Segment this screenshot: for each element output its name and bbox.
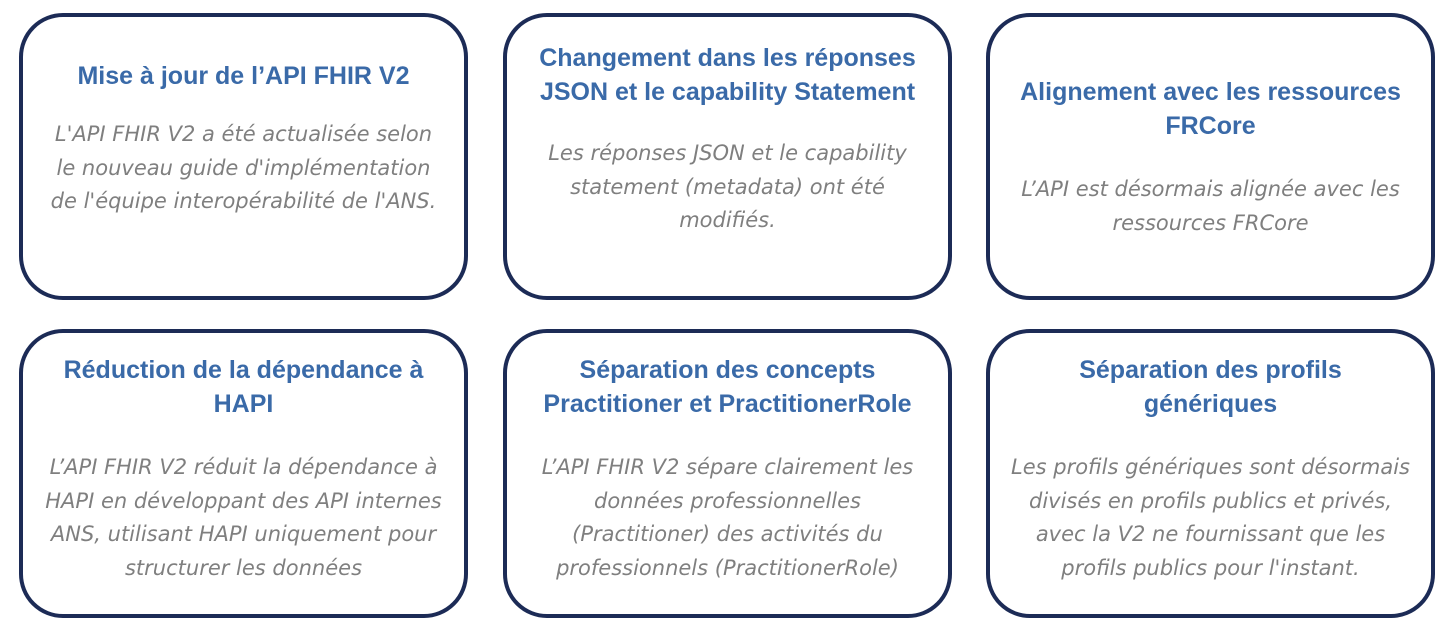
card-title: Séparation des profils génériques (1079, 356, 1342, 418)
card-body: L’API FHIR V2 réduit la dépendance à HAP… (45, 455, 442, 580)
card-frcore-alignment: Alignement avec les ressources FRCore L’… (986, 13, 1435, 300)
card-generic-profiles: Séparation des profils génériques Les pr… (986, 329, 1435, 618)
card-title: Changement dans les réponses JSON et le … (539, 44, 916, 106)
card-fhir-v2-update: Mise à jour de l’API FHIR V2 L'API FHIR … (19, 13, 468, 300)
card-body: L’API est désormais alignée avec les res… (1021, 177, 1400, 235)
card-practitioner-separation: Séparation des concepts Practitioner et … (503, 329, 952, 618)
card-hapi-dependency: Réduction de la dépendance à HAPI L’API … (19, 329, 468, 618)
card-title: Alignement avec les ressources FRCore (1020, 78, 1401, 140)
card-body: Les profils génériques sont désormais di… (1011, 455, 1410, 580)
card-body: L'API FHIR V2 a été actualisée selon le … (50, 122, 437, 213)
card-title: Mise à jour de l’API FHIR V2 (77, 62, 410, 90)
card-title: Réduction de la dépendance à HAPI (63, 356, 424, 418)
card-body: Les réponses JSON et le capability state… (548, 141, 907, 232)
card-title: Séparation des concepts Practitioner et … (543, 356, 912, 418)
card-json-changes: Changement dans les réponses JSON et le … (503, 13, 952, 300)
card-body: L’API FHIR V2 sépare clairement les donn… (541, 455, 914, 580)
